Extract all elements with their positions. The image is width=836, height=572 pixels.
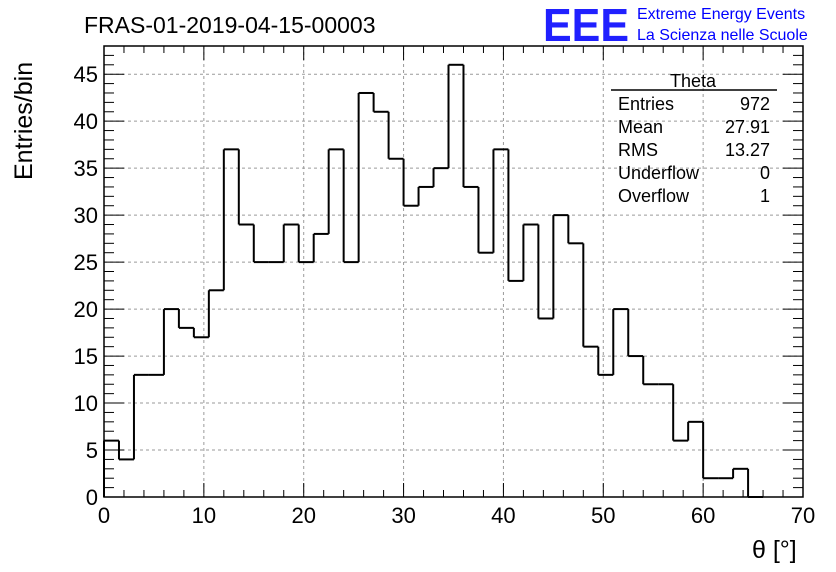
histogram-bin	[207, 289, 224, 338]
histogram-bin	[672, 384, 689, 442]
chart-title: FRAS-01-2019-04-15-00003	[84, 12, 376, 38]
tick-marks	[103, 45, 804, 498]
x-axis-title: θ [°]	[752, 536, 797, 564]
histogram-bin	[432, 167, 449, 187]
histogram-bin	[372, 92, 389, 113]
histogram-bin	[507, 149, 524, 282]
stats-label-rms: RMS	[618, 140, 658, 160]
stats-box: Theta Entries 972 Mean 27.91 RMS 13.27 U…	[611, 71, 777, 206]
stats-label-entries: Entries	[618, 94, 674, 114]
histogram-bin	[642, 356, 659, 386]
histogram-bin	[282, 223, 299, 263]
logo-line-2: La Scienza nelle Scuole	[637, 27, 808, 44]
histogram-bin	[417, 185, 434, 206]
histogram-bin	[477, 186, 494, 254]
histogram-bin	[687, 420, 704, 441]
y-tick-label: 35	[74, 156, 98, 181]
histogram-bin	[492, 148, 509, 253]
y-axis-title: Entries/bin	[10, 62, 38, 180]
stats-value-mean: 27.91	[725, 117, 770, 137]
x-tick-label: 60	[691, 503, 715, 528]
histogram-bin	[103, 439, 119, 497]
stats-label-mean: Mean	[618, 117, 663, 137]
y-tick-label: 25	[74, 250, 98, 275]
y-tick-label: 20	[74, 297, 98, 322]
histogram-bin	[552, 214, 569, 319]
eee-logo-mark: EEE	[543, 0, 629, 51]
histogram-bin	[732, 467, 749, 479]
histogram-bin	[177, 309, 194, 329]
histogram-bin	[582, 243, 599, 348]
x-tick-label: 0	[98, 503, 110, 528]
histogram-bin	[192, 327, 209, 339]
histogram-bin	[117, 440, 134, 461]
x-tick-label: 20	[291, 503, 315, 528]
logo-line-1: Extreme Energy Events	[637, 6, 805, 23]
y-tick-label: 40	[74, 109, 98, 134]
histogram-bin	[447, 63, 464, 169]
histogram-bin	[222, 148, 239, 291]
histogram-bin	[387, 111, 404, 160]
histogram-bin	[297, 224, 314, 264]
stats-value-overflow: 1	[760, 186, 770, 206]
stats-value-rms: 13.27	[725, 140, 770, 160]
histogram-bin	[162, 308, 179, 375]
histogram-bin	[357, 91, 374, 263]
x-tick-label: 50	[591, 503, 615, 528]
x-tick-label: 70	[791, 503, 815, 528]
histogram-bin	[627, 309, 644, 358]
histogram-bin	[747, 468, 764, 498]
histogram-bin	[252, 224, 269, 264]
x-tick-label: 30	[391, 503, 415, 528]
stats-label-overflow: Overflow	[618, 186, 690, 206]
eee-logo: EEE Extreme Energy Events La Scienza nel…	[543, 0, 808, 51]
histogram-bin	[402, 158, 419, 207]
histogram-bins	[103, 63, 764, 498]
histogram-bin	[327, 148, 344, 234]
histogram-bin	[702, 421, 719, 480]
histogram-bin	[537, 224, 554, 320]
grid-lines	[104, 46, 803, 497]
histogram-bin	[312, 232, 329, 263]
x-tick-label: 10	[192, 503, 216, 528]
histogram-bin	[342, 149, 359, 264]
histogram-bin	[612, 308, 629, 375]
histogram-bin	[132, 373, 149, 460]
y-tick-label: 30	[74, 203, 98, 228]
histogram-bin	[597, 346, 614, 376]
y-tick-label: 0	[86, 485, 98, 510]
y-tick-label: 10	[74, 391, 98, 416]
stats-value-underflow: 0	[760, 163, 770, 183]
y-tick-label: 45	[74, 62, 98, 87]
histogram-bin	[462, 64, 479, 188]
stats-label-underflow: Underflow	[618, 163, 700, 183]
y-tick-label: 15	[74, 344, 98, 369]
histogram-bin	[522, 223, 539, 281]
histogram-bin	[237, 149, 254, 226]
stats-name: Theta	[670, 71, 717, 91]
histogram-bin	[567, 215, 584, 245]
y-tick-label: 5	[86, 438, 98, 463]
stats-value-entries: 972	[740, 94, 770, 114]
x-tick-label: 40	[491, 503, 515, 528]
